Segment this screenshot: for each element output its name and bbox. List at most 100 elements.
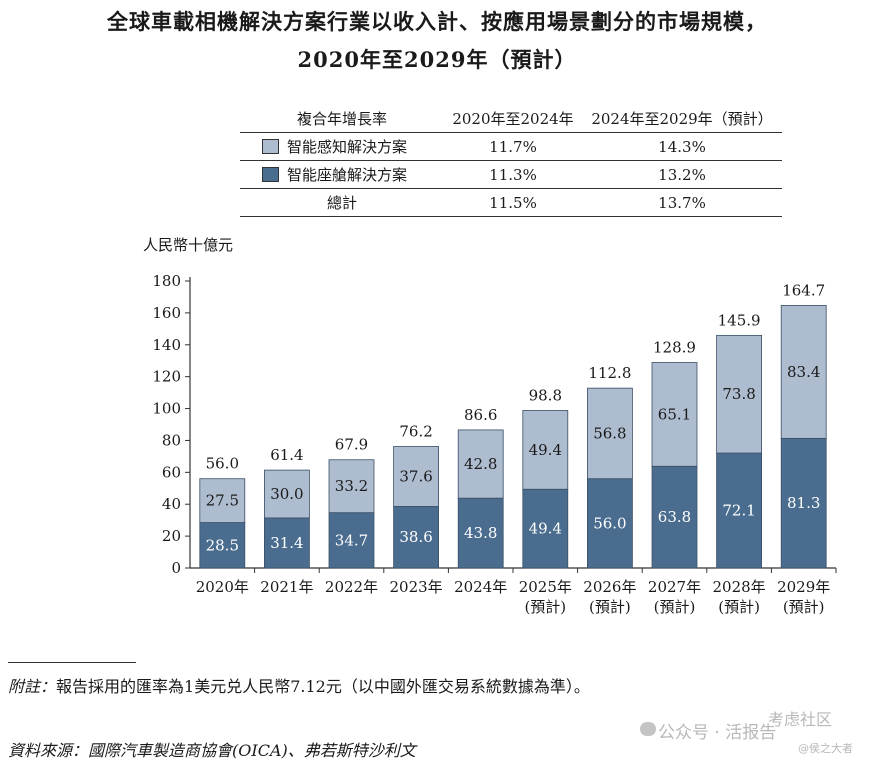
footnote-divider	[8, 662, 136, 663]
total-label-7: 128.9	[653, 338, 696, 356]
data-label-cockpit-4: 43.8	[464, 524, 497, 542]
bar-segment-perception-2	[328, 459, 375, 514]
x-tick-label-1: 2021年	[260, 578, 313, 596]
data-label-cockpit-6: 56.0	[593, 514, 626, 532]
bar-segment-perception-5	[522, 410, 569, 490]
data-label-perception-7: 65.1	[658, 405, 691, 423]
bar-segment-cockpit-8	[716, 452, 762, 569]
cagr-perception-2024-2029: 14.3%	[582, 132, 782, 161]
cagr-total-2024-2029: 13.7%	[582, 188, 782, 217]
data-label-cockpit-1: 31.4	[270, 534, 303, 552]
x-tick-label-8: 2028年	[713, 578, 766, 596]
bar-segment-perception-6	[587, 387, 633, 480]
cagr-cockpit-2024-2029: 13.2%	[582, 160, 782, 189]
legend-label-cockpit: 智能座艙解決方案	[287, 166, 408, 184]
data-label-cockpit-8: 72.1	[722, 502, 755, 520]
x-tick-label-2: 2022年	[325, 578, 378, 596]
bar-segment-cockpit-4	[457, 497, 504, 569]
total-label-9: 164.7	[782, 281, 825, 299]
legend-row-cockpit: 智能座艙解決方案 11.3% 13.2%	[240, 160, 782, 189]
bar-segment-cockpit-3	[393, 506, 440, 569]
data-label-cockpit-5: 49.4	[529, 520, 562, 538]
y-axis-unit-label: 人民幣十億元	[143, 236, 234, 254]
footnote-label: 附註：	[8, 677, 57, 696]
header-period-2: 2024年至2029年（預計）	[582, 104, 782, 133]
bar-segment-cockpit-1	[263, 517, 310, 569]
data-label-cockpit-0: 28.5	[206, 536, 239, 554]
x-tick-label-3: 2023年	[390, 578, 443, 596]
x-tick-sublabel-5: (預計)	[524, 598, 566, 616]
watermark-left: 公众号 · 活报告	[658, 723, 777, 743]
y-tick-label-0: 0	[171, 559, 181, 577]
header-cagr: 複合年增長率	[240, 104, 444, 133]
y-tick-label-20: 20	[162, 527, 181, 545]
wechat-icon	[640, 722, 656, 736]
bar-segment-perception-1	[263, 469, 310, 519]
total-label-3: 76.2	[399, 423, 432, 441]
y-tick-label-140: 140	[152, 336, 181, 354]
legend-label-total: 總計	[240, 188, 444, 217]
bar-segment-perception-3	[393, 446, 440, 507]
data-label-cockpit-3: 38.6	[399, 528, 432, 546]
total-label-8: 145.9	[718, 311, 761, 329]
x-tick-sublabel-9: (預計)	[783, 598, 825, 616]
footnote: 附註：報告採用的匯率為1美元兑人民幣7.12元（以中國外匯交易系統數據為準）。	[8, 673, 590, 697]
source-label: 資料來源：	[8, 741, 89, 760]
cagr-perception-2020-2024: 11.7%	[444, 132, 582, 161]
legend-label-perception: 智能感知解決方案	[287, 138, 408, 156]
total-label-0: 56.0	[206, 455, 239, 473]
source-note: 資料來源：國際汽車製造商協會(OICA)、弗若斯特沙利文	[8, 737, 416, 761]
x-tick-sublabel-7: (預計)	[654, 598, 696, 616]
x-tick-label-9: 2029年	[777, 578, 830, 596]
x-tick-label-0: 2020年	[196, 578, 249, 596]
x-tick-sublabel-6: (預計)	[589, 598, 631, 616]
data-label-perception-9: 83.4	[787, 363, 820, 381]
data-label-perception-5: 49.4	[529, 441, 562, 459]
cagr-cockpit-2020-2024: 11.3%	[444, 160, 582, 189]
data-label-perception-4: 42.8	[464, 455, 497, 473]
bar-segment-perception-7	[651, 362, 698, 467]
x-tick-sublabel-8: (預計)	[718, 598, 760, 616]
data-label-perception-3: 37.6	[399, 467, 432, 485]
legend-swatch-cockpit	[262, 167, 279, 182]
total-label-2: 67.9	[335, 436, 368, 454]
watermark-small: @侯之大者	[798, 742, 853, 755]
y-tick-label-180: 180	[152, 272, 181, 290]
bar-segment-perception-9	[780, 304, 827, 439]
total-label-1: 61.4	[270, 446, 303, 464]
bar-segment-cockpit-7	[651, 465, 698, 569]
watermark-right: 考虑社区	[768, 710, 833, 729]
chart-subtitle: 2020年至2029年（預計）	[297, 47, 577, 72]
legend-row-total: 總計 11.5% 13.7%	[240, 188, 782, 217]
bar-segment-cockpit-0	[199, 522, 246, 569]
data-label-cockpit-7: 63.8	[658, 508, 691, 526]
bar-segment-perception-4	[457, 429, 504, 499]
y-tick-label-160: 160	[152, 304, 181, 322]
data-label-perception-8: 73.8	[722, 385, 755, 403]
legend-row-perception: 智能感知解決方案 11.7% 14.3%	[240, 132, 782, 161]
chart-title: 全球車載相機解決方案行業以收入計、按應用場景劃分的市場規模，	[107, 9, 767, 34]
x-tick-label-7: 2027年	[648, 578, 701, 596]
data-label-cockpit-9: 81.3	[787, 494, 820, 512]
y-tick-label-80: 80	[162, 431, 181, 449]
total-label-4: 86.6	[464, 406, 497, 424]
data-label-perception-6: 56.8	[593, 424, 626, 442]
legend-swatch-perception	[262, 139, 279, 154]
x-tick-label-4: 2024年	[454, 578, 507, 596]
x-tick-label-5: 2025年	[519, 578, 572, 596]
source-text: 國際汽車製造商協會(OICA)、弗若斯特沙利文	[88, 741, 416, 760]
legend-table-header: 複合年增長率 2020年至2024年 2024年至2029年（預計）	[240, 104, 782, 133]
data-label-perception-2: 33.2	[335, 477, 368, 495]
bar-segment-perception-8	[716, 334, 762, 454]
bar-segment-cockpit-6	[587, 478, 633, 569]
data-label-perception-0: 27.5	[206, 492, 239, 510]
y-tick-label-120: 120	[152, 368, 181, 386]
legend-cagr-table: 複合年增長率 2020年至2024年 2024年至2029年（預計） 智能感知解…	[240, 104, 782, 217]
data-label-perception-1: 30.0	[270, 485, 303, 503]
y-tick-label-100: 100	[152, 400, 181, 418]
total-label-6: 112.8	[588, 364, 631, 382]
footnote-text: 報告採用的匯率為1美元兑人民幣7.12元（以中國外匯交易系統數據為準）。	[56, 677, 590, 696]
total-label-5: 98.8	[529, 386, 562, 404]
y-tick-label-40: 40	[162, 495, 181, 513]
header-period-1: 2020年至2024年	[444, 104, 582, 133]
